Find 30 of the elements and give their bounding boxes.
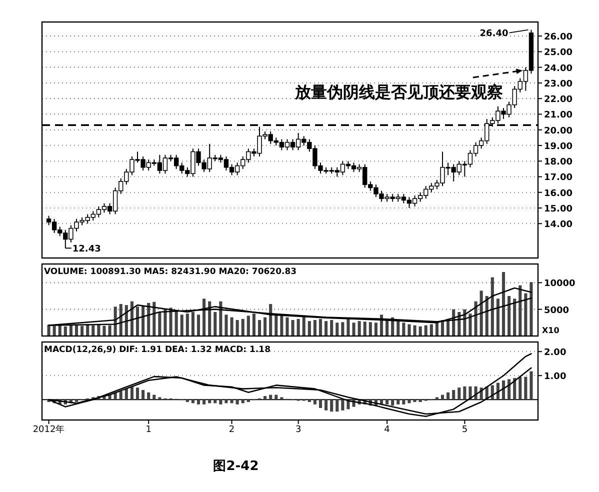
chart-title: MACD(12,26,9) DIF: 1.91 DEA: 1.32 MACD: 1.18 [44,345,271,355]
y-tick-label: 21.00 [544,110,572,121]
caption: 图2-42 [213,459,259,474]
y-tick-label: 23.00 [544,79,572,90]
x-tick-label: 5 [462,425,468,435]
y-tick-label: 19.00 [544,142,572,152]
y-tick-label: 2.00 [544,348,566,358]
y-tick-label: 22.00 [544,95,572,106]
annotation: 26.40 [480,28,508,39]
y-tick-label: 24.00 [544,64,572,74]
x-tick-label: 2 [228,425,235,435]
y-tick-label: 16.00 [544,188,572,199]
annotation: 放量伪阴线是否见顶还要观察 [294,82,503,102]
y-tick-label: 26.00 [544,32,572,43]
y-tick-label: 20.00 [544,126,572,136]
y-tick-label: 14.00 [544,220,572,230]
x-tick-label: 1 [146,425,152,435]
y-tick-label: 1.00 [544,372,566,382]
x-tick-label: 2012年 [32,424,65,435]
y-tick-label: 18.00 [544,158,572,168]
annotation: 12.43 [72,244,101,255]
y-tick-label: 10000 [544,279,576,290]
chart-title: VOLUME: 100891.30 MA5: 82431.90 MA20: 70620.83 [44,267,297,277]
y-tick-label: 5000 [544,306,570,316]
y-tick-label: 17.00 [544,173,572,184]
y-tick-label: 15.00 [544,204,572,214]
x-tick-label: 3 [295,425,302,435]
text: X10 [542,326,560,335]
x-tick-label: 4 [384,425,390,435]
y-tick-label: 25.00 [544,48,572,58]
